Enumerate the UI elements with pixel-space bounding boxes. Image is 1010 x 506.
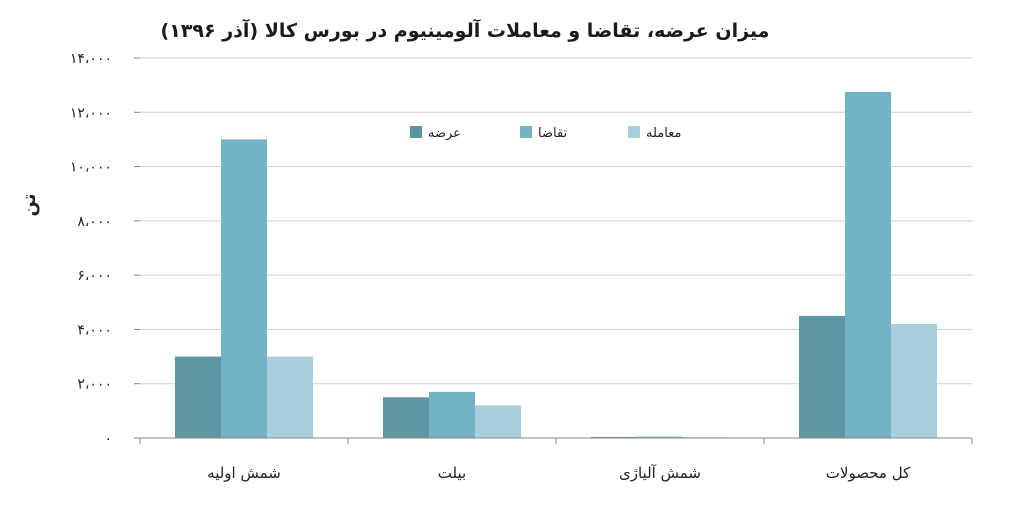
y-tick-label: ۶،۰۰۰ [77,268,112,284]
y-tick-label: ۸،۰۰۰ [77,214,112,230]
axes: ۰ ۲،۰۰۰ ۴،۰۰۰ ۶،۰۰۰ ۸،۰۰۰ ۱۰،۰۰۰ ۱۲،۰۰۰ ۱۴،۰۰۰ ش… [70,51,973,482]
legend-swatch [628,126,640,138]
legend-item: عرضه [410,126,461,141]
legend-label: تقاضا [538,126,568,141]
grid [140,57,972,385]
y-axis-label: تن [19,194,40,217]
legend-swatch [410,126,422,138]
y-tick-label: ۱۰،۰۰۰ [70,160,112,176]
legend-item: تقاضا [520,126,568,141]
bar [799,315,845,438]
bar [267,356,313,438]
bar [591,436,637,438]
legend-label: معامله [646,126,681,141]
bar [637,436,683,438]
x-tick-label: بیلت [438,464,466,482]
y-tick-label: ۲،۰۰۰ [77,377,112,393]
bar [383,397,429,438]
bar [845,91,891,438]
legend-label: عرضه [428,126,461,141]
y-tick-label: ۴،۰۰۰ [77,322,112,338]
legend: عرضه تقاضا معامله [410,126,681,141]
y-tick-label: ۱۴،۰۰۰ [70,51,112,67]
bar [429,391,475,438]
y-tick-label: ۱۲،۰۰۰ [70,105,112,121]
legend-item: معامله [628,126,681,141]
x-tick-label: شمش آلیاژی [619,464,701,482]
x-tick-label: کل محصولات [826,464,911,482]
chart-title: میزان عرضه، تقاضا و معاملات آلومینیوم در… [161,18,770,42]
bar [175,356,221,438]
bar [891,324,937,438]
x-tick-label: شمش اولیه [207,464,281,482]
bars [175,91,937,438]
y-tick-label: ۰ [104,431,112,447]
bar [221,139,267,438]
bar [475,405,521,438]
legend-swatch [520,126,532,138]
